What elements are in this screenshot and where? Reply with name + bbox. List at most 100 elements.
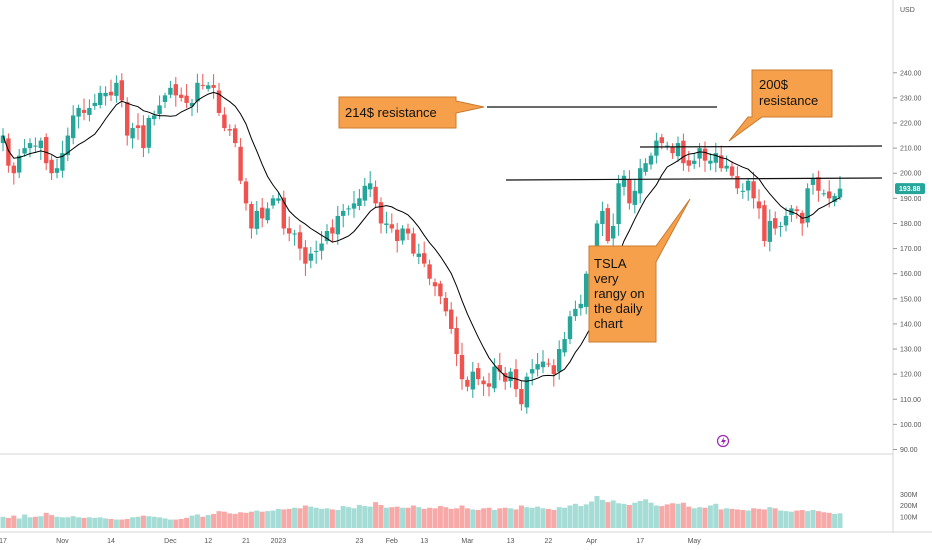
callout-tsla-rangy[interactable]: TSLA very rangy on the daily chart [588, 198, 691, 343]
volume-bar [97, 517, 103, 528]
volume-bar [702, 507, 708, 528]
callout-214-text: 214$ resistance [345, 105, 437, 120]
volume-bar [400, 507, 406, 528]
volume-bar [454, 508, 460, 528]
candle [33, 137, 38, 154]
volume-bar [76, 517, 82, 528]
candle [270, 195, 276, 209]
volume-bar [513, 509, 519, 528]
volume-bar [146, 516, 152, 528]
volume-bar [837, 513, 843, 528]
callout-200-resistance[interactable]: 200$ resistance [728, 69, 833, 142]
time-tick-label: 23 [356, 538, 364, 545]
volume-pane [0, 495, 843, 528]
volume-bar [81, 517, 87, 528]
volume-bar [270, 510, 276, 528]
volume-bar [308, 506, 314, 528]
candle [44, 133, 49, 171]
price-axis[interactable]: 90.00 100.00 110.00 120.00 130.00 140.00 150.0… [893, 70, 922, 454]
price-tick-label: 200.00 [900, 171, 922, 178]
candle [405, 223, 411, 241]
volume-bar [821, 512, 827, 528]
price-tick-label: 210.00 [900, 146, 922, 153]
candle [427, 259, 432, 286]
candle [600, 201, 605, 237]
volume-bar [351, 508, 357, 528]
candle [141, 115, 146, 158]
candle [162, 92, 168, 109]
candle [6, 133, 11, 173]
volume-tick-label: 100M [900, 514, 918, 521]
volume-bar [194, 514, 200, 528]
price-tick-label: 160.00 [900, 271, 922, 278]
volume-bar [340, 506, 346, 528]
candle [762, 200, 767, 247]
volume-bar [788, 511, 794, 528]
candle [708, 153, 713, 171]
candle [335, 205, 340, 245]
volume-bar [605, 502, 611, 528]
volume-bar [680, 502, 686, 528]
candle [373, 180, 378, 208]
volume-bar [130, 517, 136, 528]
volume-bar [481, 508, 487, 528]
time-tick-label: Apr [586, 538, 598, 545]
candle [152, 110, 157, 126]
candle [654, 132, 659, 164]
volume-bar [621, 503, 627, 528]
candle [567, 310, 573, 345]
volume-bar [167, 519, 173, 528]
candle [135, 113, 141, 140]
svg-text:193.88: 193.88 [899, 186, 921, 193]
volume-bar [265, 511, 271, 528]
volume-bar [346, 507, 352, 528]
candle [281, 190, 286, 235]
volume-bar [799, 510, 805, 528]
candle [303, 240, 308, 276]
volume-bar [124, 519, 130, 528]
volume-bar [745, 510, 751, 528]
candle [621, 170, 627, 196]
volume-bar [205, 515, 211, 528]
candle [98, 85, 103, 109]
candle [578, 294, 583, 316]
volume-bar [313, 507, 319, 528]
price-tick-label: 220.00 [900, 121, 922, 128]
lightning-icon[interactable] [716, 434, 730, 448]
volume-bar [356, 504, 362, 528]
volume-bar [378, 504, 384, 528]
candle [108, 79, 114, 102]
time-axis[interactable]: 17 Nov 14 Dec 12 21 2023 23 Feb 13 Mar 13 22 Apr 17 May [0, 538, 701, 545]
candle [465, 376, 470, 392]
volume-bar [43, 512, 49, 528]
volume-bar [281, 509, 287, 528]
volume-bar [103, 518, 109, 528]
volume-bar [65, 517, 71, 528]
last-price-tag: 193.88 [895, 183, 925, 195]
candle [27, 138, 33, 158]
callout-214-resistance[interactable]: 214$ resistance [338, 96, 485, 129]
volume-bar [59, 517, 65, 528]
volume-bar [232, 513, 238, 528]
candle [351, 190, 357, 218]
candle [681, 133, 686, 171]
volume-bar [140, 515, 146, 528]
volume-bar [734, 509, 740, 528]
volume-bar [497, 508, 503, 528]
candle [449, 302, 454, 334]
volume-bar [686, 506, 692, 528]
volume-bar [367, 506, 373, 528]
volume-bar [38, 516, 44, 528]
volume-bar [362, 506, 368, 528]
candle [816, 170, 821, 202]
volume-bar [459, 505, 465, 528]
volume-bar [832, 513, 838, 528]
moving-average-line [2, 91, 841, 382]
volume-bar [389, 507, 395, 528]
candle [357, 189, 362, 211]
candle [189, 98, 195, 117]
volume-bar [32, 516, 38, 528]
candle [794, 205, 799, 219]
candle [125, 97, 130, 146]
